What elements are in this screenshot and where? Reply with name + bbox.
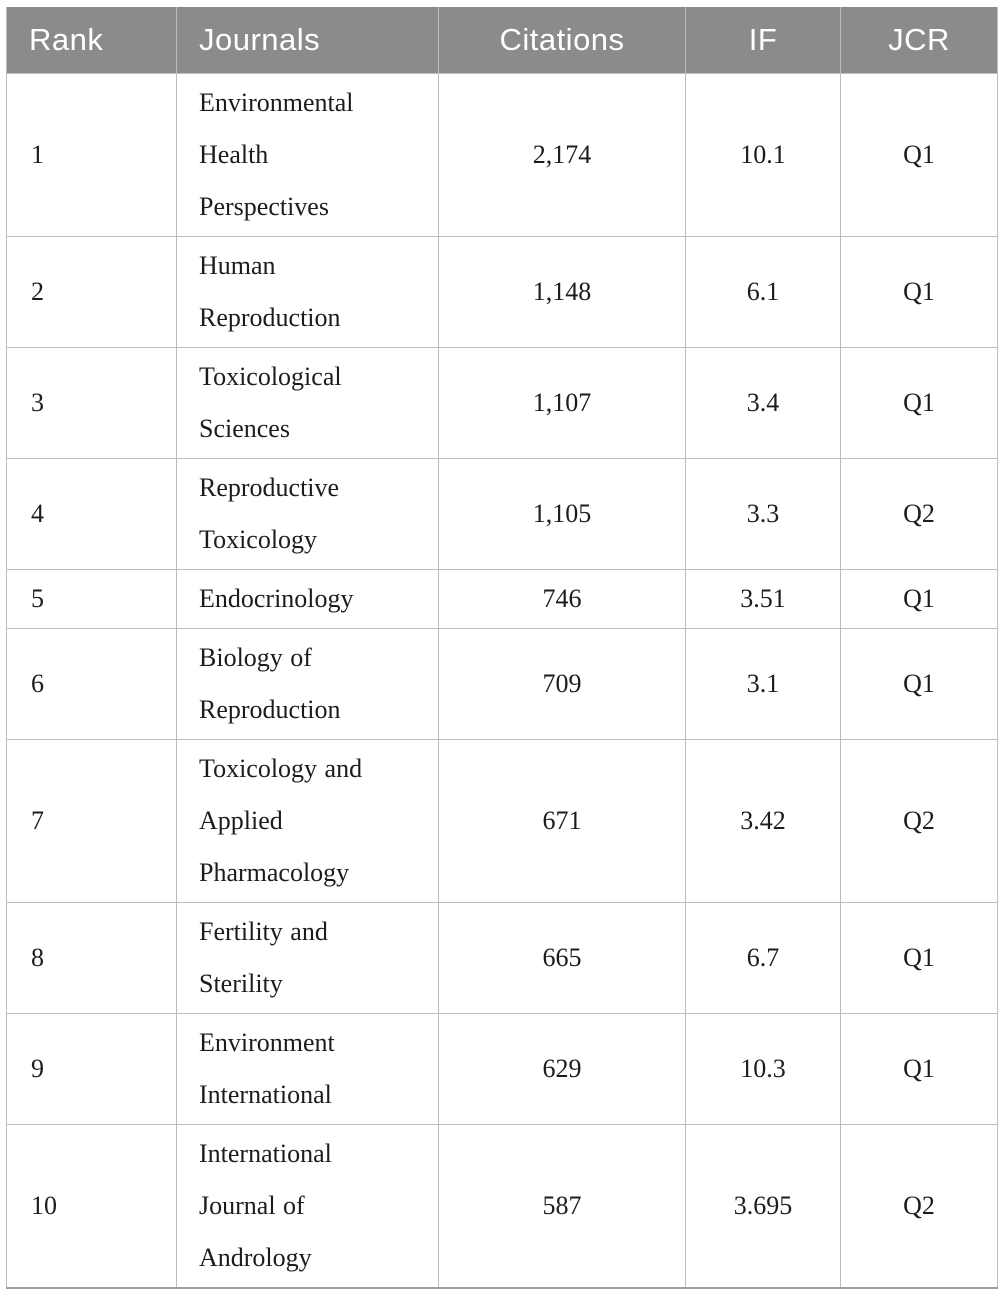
citations-cell: 671 <box>438 739 686 903</box>
table-row: 1 Environmental Health Perspectives 2,174 1… <box>6 73 998 237</box>
jcr-quartile-cell: Q1 <box>840 902 998 1014</box>
table-row: 4 Reproductive Toxicology 1,105 3.3 Q2 <box>6 458 998 570</box>
jcr-quartile-cell: Q1 <box>840 628 998 740</box>
journal-name-cell: Toxicological Sciences <box>176 347 439 459</box>
jcr-quartile-cell: Q2 <box>840 1124 998 1289</box>
citations-cell: 587 <box>438 1124 686 1289</box>
journal-name-cell: Environment International <box>176 1013 439 1125</box>
jcr-quartile-cell: Q1 <box>840 569 998 629</box>
journal-name-cell: Toxicology and Applied Pharmacology <box>176 739 439 903</box>
impact-factor-cell: 3.1 <box>685 628 841 740</box>
impact-factor-cell: 3.3 <box>685 458 841 570</box>
impact-factor-cell: 6.1 <box>685 236 841 348</box>
journal-name-cell: Environmental Health Perspectives <box>176 73 439 237</box>
impact-factor-cell: 3.51 <box>685 569 841 629</box>
journal-name-cell: Fertility and Sterility <box>176 902 439 1014</box>
jcr-quartile-cell: Q1 <box>840 236 998 348</box>
journal-name-cell: International Journal of Andrology <box>176 1124 439 1289</box>
citations-cell: 1,105 <box>438 458 686 570</box>
table-row: 7 Toxicology and Applied Pharmacology 671 3… <box>6 739 998 903</box>
table-header: Rank Journals Citations IF JCR <box>6 7 998 74</box>
impact-factor-cell: 10.1 <box>685 73 841 237</box>
column-header-citations: Citations <box>438 7 686 74</box>
journal-name-cell: Biology of Reproduction <box>176 628 439 740</box>
table-row: 3 Toxicological Sciences 1,107 3.4 Q1 <box>6 347 998 459</box>
jcr-quartile-cell: Q1 <box>840 1013 998 1125</box>
rank-cell: 10 <box>6 1124 177 1289</box>
journal-name-cell: Endocrinology <box>176 569 439 629</box>
impact-factor-cell: 6.7 <box>685 902 841 1014</box>
column-header-rank: Rank <box>6 7 177 74</box>
journal-name-cell: Human Reproduction <box>176 236 439 348</box>
table-row: 9 Environment International 629 10.3 Q1 <box>6 1013 998 1125</box>
citations-cell: 665 <box>438 902 686 1014</box>
citations-cell: 746 <box>438 569 686 629</box>
journals-table: Rank Journals Citations IF JCR 1 Environm… <box>6 7 998 1289</box>
rank-cell: 7 <box>6 739 177 903</box>
rank-cell: 1 <box>6 73 177 237</box>
column-header-jcr: JCR <box>840 7 998 74</box>
impact-factor-cell: 3.695 <box>685 1124 841 1289</box>
table-row: 10 International Journal of Andrology 587 3… <box>6 1124 998 1289</box>
rank-cell: 2 <box>6 236 177 348</box>
table-body: 1 Environmental Health Perspectives 2,174 1… <box>6 73 998 1289</box>
impact-factor-cell: 3.42 <box>685 739 841 903</box>
column-header-journals: Journals <box>176 7 439 74</box>
table-row: 6 Biology of Reproduction 709 3.1 Q1 <box>6 628 998 740</box>
table-header-row: Rank Journals Citations IF JCR <box>6 7 998 74</box>
impact-factor-cell: 3.4 <box>685 347 841 459</box>
table-row: 8 Fertility and Sterility 665 6.7 Q1 <box>6 902 998 1014</box>
journal-name-cell: Reproductive Toxicology <box>176 458 439 570</box>
citations-cell: 1,107 <box>438 347 686 459</box>
rank-cell: 9 <box>6 1013 177 1125</box>
rank-cell: 3 <box>6 347 177 459</box>
rank-cell: 4 <box>6 458 177 570</box>
citations-cell: 709 <box>438 628 686 740</box>
jcr-quartile-cell: Q2 <box>840 739 998 903</box>
rank-cell: 5 <box>6 569 177 629</box>
citations-cell: 2,174 <box>438 73 686 237</box>
rank-cell: 6 <box>6 628 177 740</box>
citations-cell: 1,148 <box>438 236 686 348</box>
column-header-impact-factor: IF <box>685 7 841 74</box>
citations-cell: 629 <box>438 1013 686 1125</box>
impact-factor-cell: 10.3 <box>685 1013 841 1125</box>
table-row: 5 Endocrinology 746 3.51 Q1 <box>6 569 998 629</box>
rank-cell: 8 <box>6 902 177 1014</box>
jcr-quartile-cell: Q1 <box>840 347 998 459</box>
jcr-quartile-cell: Q1 <box>840 73 998 237</box>
jcr-quartile-cell: Q2 <box>840 458 998 570</box>
table-row: 2 Human Reproduction 1,148 6.1 Q1 <box>6 236 998 348</box>
